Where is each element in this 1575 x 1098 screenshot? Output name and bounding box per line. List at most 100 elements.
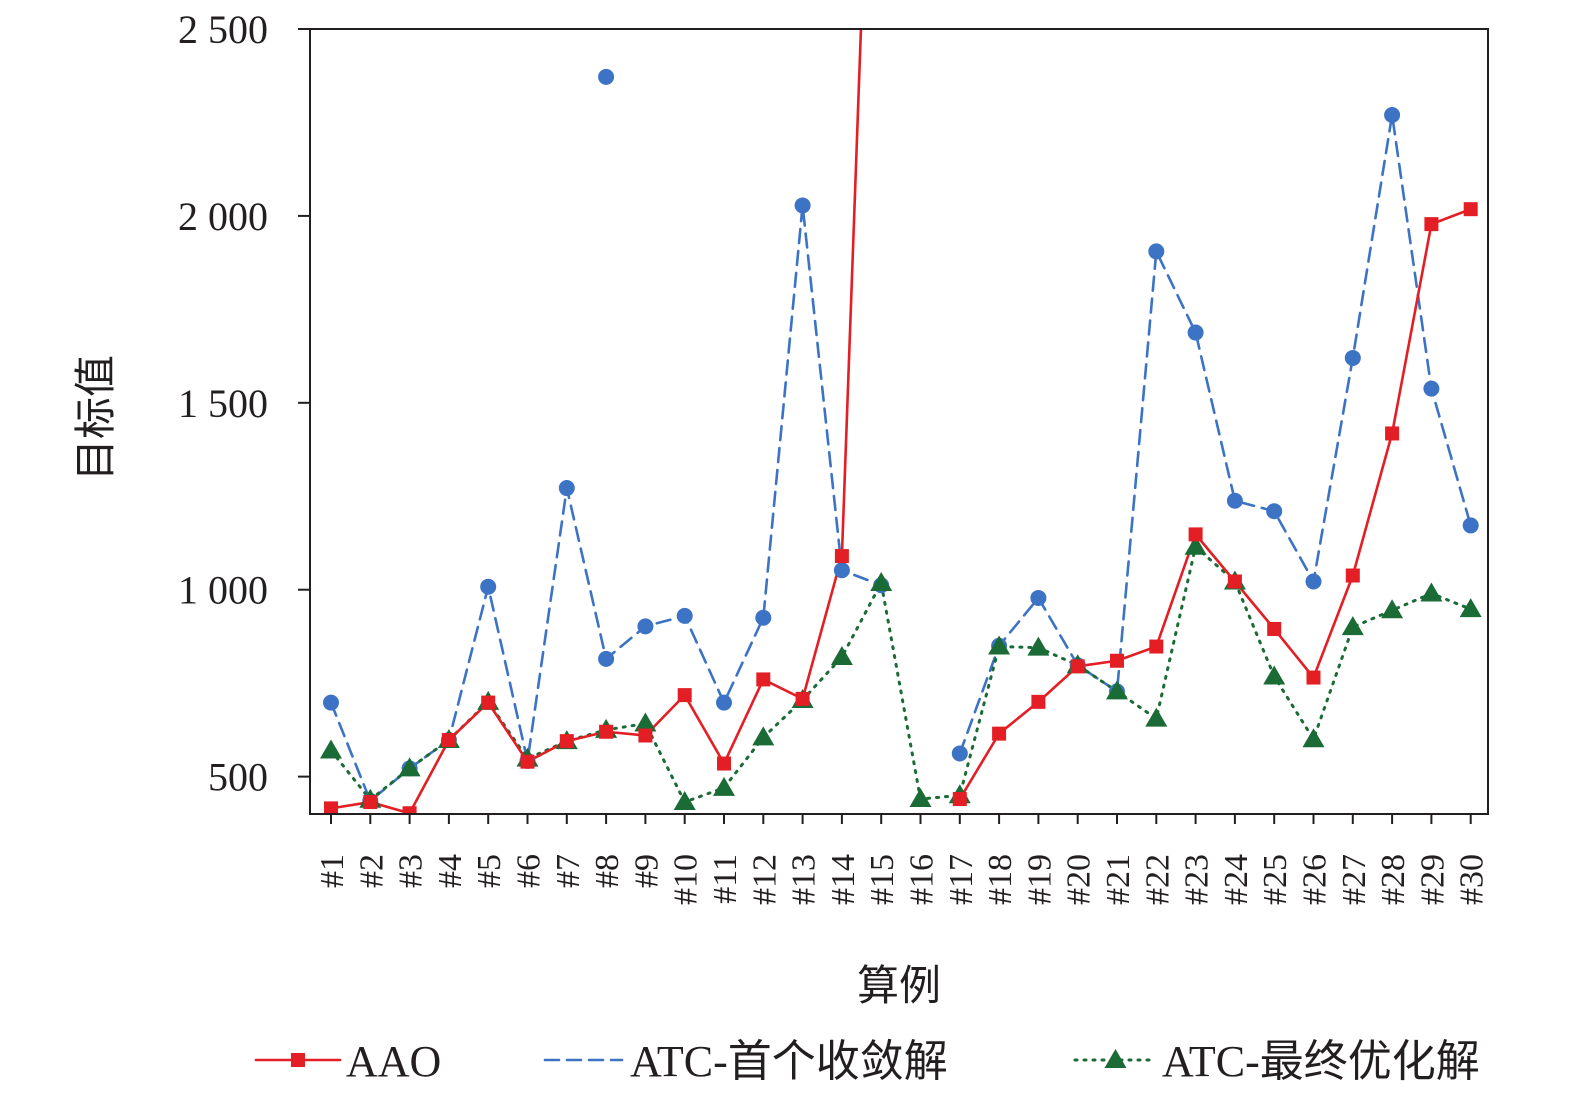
x-axis-title: 算例: [857, 964, 941, 1010]
square-point-#1: [324, 801, 338, 814]
circle-point-#13: [794, 197, 811, 214]
circle-point-#10: [676, 607, 693, 624]
x-tick-label: #17: [943, 854, 980, 905]
circle-point-#19: [1030, 589, 1047, 606]
x-tick-label: #9: [628, 854, 665, 888]
triangle-point-#11: [713, 776, 735, 796]
circle-point-#11: [716, 694, 732, 711]
legend-label: ATC-首个收敛解: [630, 1037, 948, 1086]
square-point-#8: [599, 724, 614, 739]
series-markers: [320, 68, 1482, 814]
triangle-point-#23: [1184, 535, 1207, 555]
square-point-#21: [1110, 653, 1124, 668]
plot-frame: [309, 28, 1489, 815]
square-point-#24: [1227, 574, 1242, 589]
circle-point-#8: [598, 650, 615, 667]
circle-point-#30: [1462, 517, 1479, 534]
circle-point-#7: [558, 480, 575, 497]
legend: AAO ATC-首个收敛解 ATC-最终优化解: [254, 1037, 1480, 1086]
square-point-#30: [1463, 202, 1478, 217]
circle-point-#24: [1226, 492, 1243, 509]
square-point-#28: [1385, 426, 1400, 441]
y-axis-ticks: 500 1 000 1 500 2 000 2 500: [178, 7, 310, 800]
triangle-point-#12: [752, 726, 775, 746]
y-tick-label: 1 000: [178, 568, 268, 613]
circle-point-#17: [951, 745, 968, 762]
x-tick-label: #23: [1179, 854, 1216, 905]
triangle-point-#25: [1263, 665, 1286, 685]
square-point-#25: [1267, 621, 1282, 636]
circle-point-#5: [480, 578, 497, 595]
x-tick-label: #11: [707, 854, 744, 904]
square-point-#11: [717, 756, 731, 771]
triangle-point-#1: [320, 739, 342, 759]
circle-point-#23: [1187, 324, 1204, 341]
square-point-#7: [559, 734, 574, 749]
triangle-point-#10: [673, 791, 696, 811]
x-tick-label: #20: [1061, 854, 1098, 905]
circle-point-#9: [637, 618, 654, 635]
triangle-point-#28: [1381, 599, 1404, 619]
circle-point-#1: [323, 694, 339, 711]
x-tick-label: #26: [1297, 854, 1334, 905]
x-tick-label: #15: [864, 854, 901, 905]
x-tick-label: #10: [668, 854, 705, 905]
circle-point-#29: [1423, 380, 1440, 397]
x-axis-ticks: #1 #2 #3 #4 #5 #6 #7 #8 #9 #10 #11 #12 #13 #14 #15 #16 #…: [314, 814, 1491, 905]
square-point-#18: [992, 726, 1007, 741]
square-point-#20: [1070, 659, 1085, 674]
circle-series-line: [329, 204, 883, 803]
triangle-point-#16: [909, 788, 932, 808]
circle-point-#22: [1148, 243, 1165, 260]
triangle-point-#3: [398, 757, 421, 777]
x-tick-label: #12: [746, 854, 783, 905]
square-point-#10: [677, 688, 692, 703]
square-point-#3: [402, 806, 417, 814]
x-tick-label: #13: [786, 854, 823, 905]
y-tick-label: 500: [208, 755, 268, 800]
triangle-point-#19: [1027, 636, 1050, 656]
triangle-point-#14: [830, 646, 853, 665]
square-point-#9: [638, 728, 653, 743]
triangle-point-#9: [634, 712, 657, 732]
y-tick-label: 2 500: [178, 7, 268, 52]
legend-marker-square: [291, 1053, 305, 1067]
square-point-#22: [1149, 639, 1164, 654]
x-tick-label: #18: [982, 854, 1019, 905]
outlier-point: [598, 68, 615, 85]
x-tick-label: #22: [1139, 854, 1176, 905]
x-tick-label: #27: [1336, 854, 1373, 905]
x-tick-label: #2: [353, 854, 390, 888]
x-tick-label: #29: [1414, 854, 1451, 905]
y-tick-label: 2 000: [178, 194, 268, 239]
square-point-#19: [1031, 694, 1046, 709]
x-tick-label: #19: [1021, 854, 1058, 905]
x-tick-label: #25: [1257, 854, 1294, 905]
circle-point-#26: [1305, 573, 1322, 590]
x-tick-label: #5: [471, 854, 508, 888]
square-point-#13: [795, 691, 810, 706]
square-point-#4: [441, 732, 456, 747]
x-tick-label: #30: [1454, 854, 1491, 905]
x-tick-label: #1: [314, 854, 351, 888]
series-lines: [329, 29, 1473, 814]
circle-series-line: [958, 113, 1472, 755]
x-tick-label: #24: [1218, 854, 1255, 905]
x-tick-label: #4: [432, 854, 469, 888]
square-point-#26: [1306, 670, 1321, 685]
circle-point-#12: [755, 609, 772, 626]
circle-point-#28: [1384, 106, 1401, 123]
legend-label: ATC-最终优化解: [1162, 1037, 1480, 1086]
square-point-#14: [834, 549, 849, 564]
x-tick-label: #7: [550, 854, 587, 888]
square-point-#23: [1188, 527, 1203, 542]
circle-point-#27: [1344, 349, 1361, 366]
triangle-point-#26: [1302, 728, 1325, 748]
square-point-#2: [363, 795, 378, 810]
circle-point-#25: [1266, 503, 1283, 520]
triangle-series-line: [329, 545, 1473, 804]
x-tick-label: #6: [511, 854, 548, 888]
triangle-point-#15: [870, 571, 893, 591]
circle-point-#14: [833, 562, 850, 579]
